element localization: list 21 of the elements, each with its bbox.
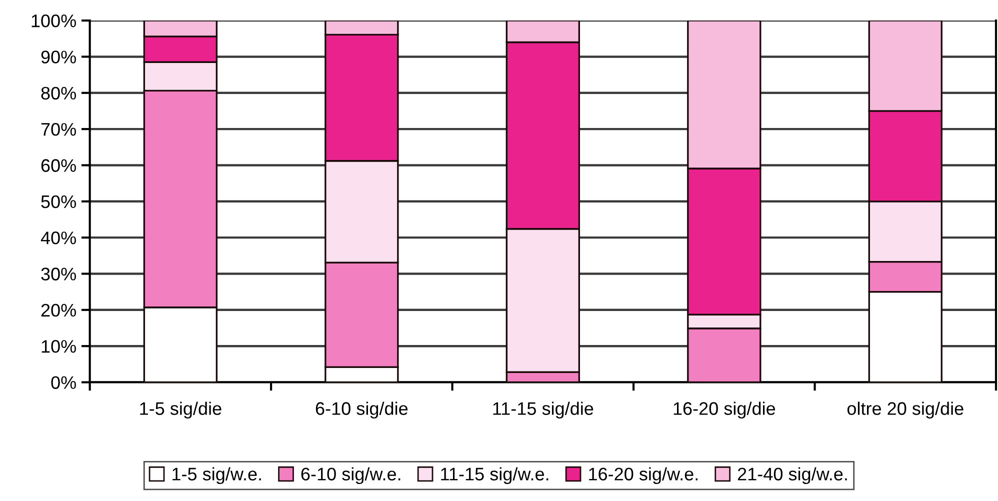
x-tick-label: oltre 20 sig/die	[847, 402, 964, 419]
y-tick-label: 40%	[40, 232, 76, 244]
y-tick-label: 20%	[41, 304, 76, 317]
x-tick-label: 16-20 sig/die	[674, 402, 776, 419]
legend-label: 11-15 sig/w.e.	[441, 467, 548, 484]
y-tick-label: 90%	[41, 50, 76, 64]
y-tick-label: 70%	[41, 122, 76, 136]
y-tick-label: 0%	[51, 376, 76, 389]
y-tick-label: 30%	[41, 268, 76, 280]
y-tick-label: 100%	[32, 14, 76, 28]
legend-label: 1-5 sig/w.e.	[172, 467, 261, 484]
y-tick-label: 60%	[41, 159, 76, 172]
x-tick-label: 1-5 sig/die	[140, 402, 222, 419]
x-tick-label: 6-10 sig/die	[316, 402, 408, 419]
legend-label: 16-20 sig/w.e.	[589, 467, 698, 484]
legend-label: 21-40 sig/w.e.	[738, 467, 847, 484]
y-tick-label: 80%	[41, 86, 76, 100]
x-tick-label: 11-15 sig/die	[493, 402, 594, 419]
legend-label: 6-10 sig/w.e.	[301, 467, 400, 484]
y-tick-label: 50%	[41, 195, 76, 208]
y-tick-label: 10%	[42, 340, 76, 353]
